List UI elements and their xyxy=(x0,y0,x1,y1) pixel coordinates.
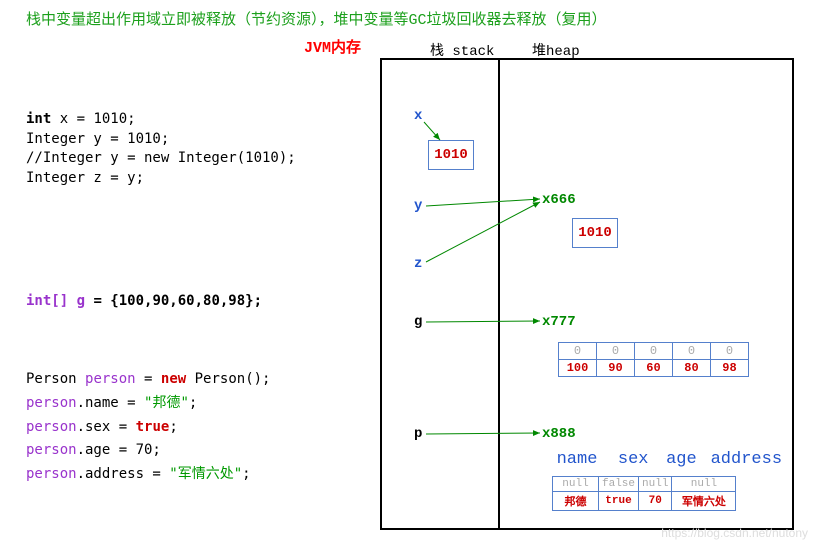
fl: address xyxy=(711,450,781,469)
ov: true xyxy=(599,492,639,511)
on: null xyxy=(672,477,736,492)
arr-val: 60 xyxy=(635,360,673,377)
ov: 邦德 xyxy=(553,492,599,511)
object-table: null false null null 邦德 true 70 军情六处 xyxy=(552,476,736,511)
arr-idx: 0 xyxy=(559,343,597,360)
ov: 军情六处 xyxy=(672,492,736,511)
fl: sex xyxy=(614,450,652,469)
arr-val: 90 xyxy=(597,360,635,377)
fl: name xyxy=(550,450,604,469)
arr-idx: 0 xyxy=(673,343,711,360)
array-table: 0 0 0 0 0 100 90 60 80 98 xyxy=(558,342,749,377)
on: null xyxy=(639,477,672,492)
arr-idx: 0 xyxy=(711,343,749,360)
on: null xyxy=(553,477,599,492)
arr-val: 80 xyxy=(673,360,711,377)
arr-idx: 0 xyxy=(597,343,635,360)
fl: age xyxy=(662,450,700,469)
arr-idx: 0 xyxy=(635,343,673,360)
field-labels: name sex age address xyxy=(550,450,781,469)
arr-val: 100 xyxy=(559,360,597,377)
on: false xyxy=(599,477,639,492)
arr-val: 98 xyxy=(711,360,749,377)
ov: 70 xyxy=(639,492,672,511)
watermark: https://blog.csdn.net/nutony xyxy=(661,526,808,540)
